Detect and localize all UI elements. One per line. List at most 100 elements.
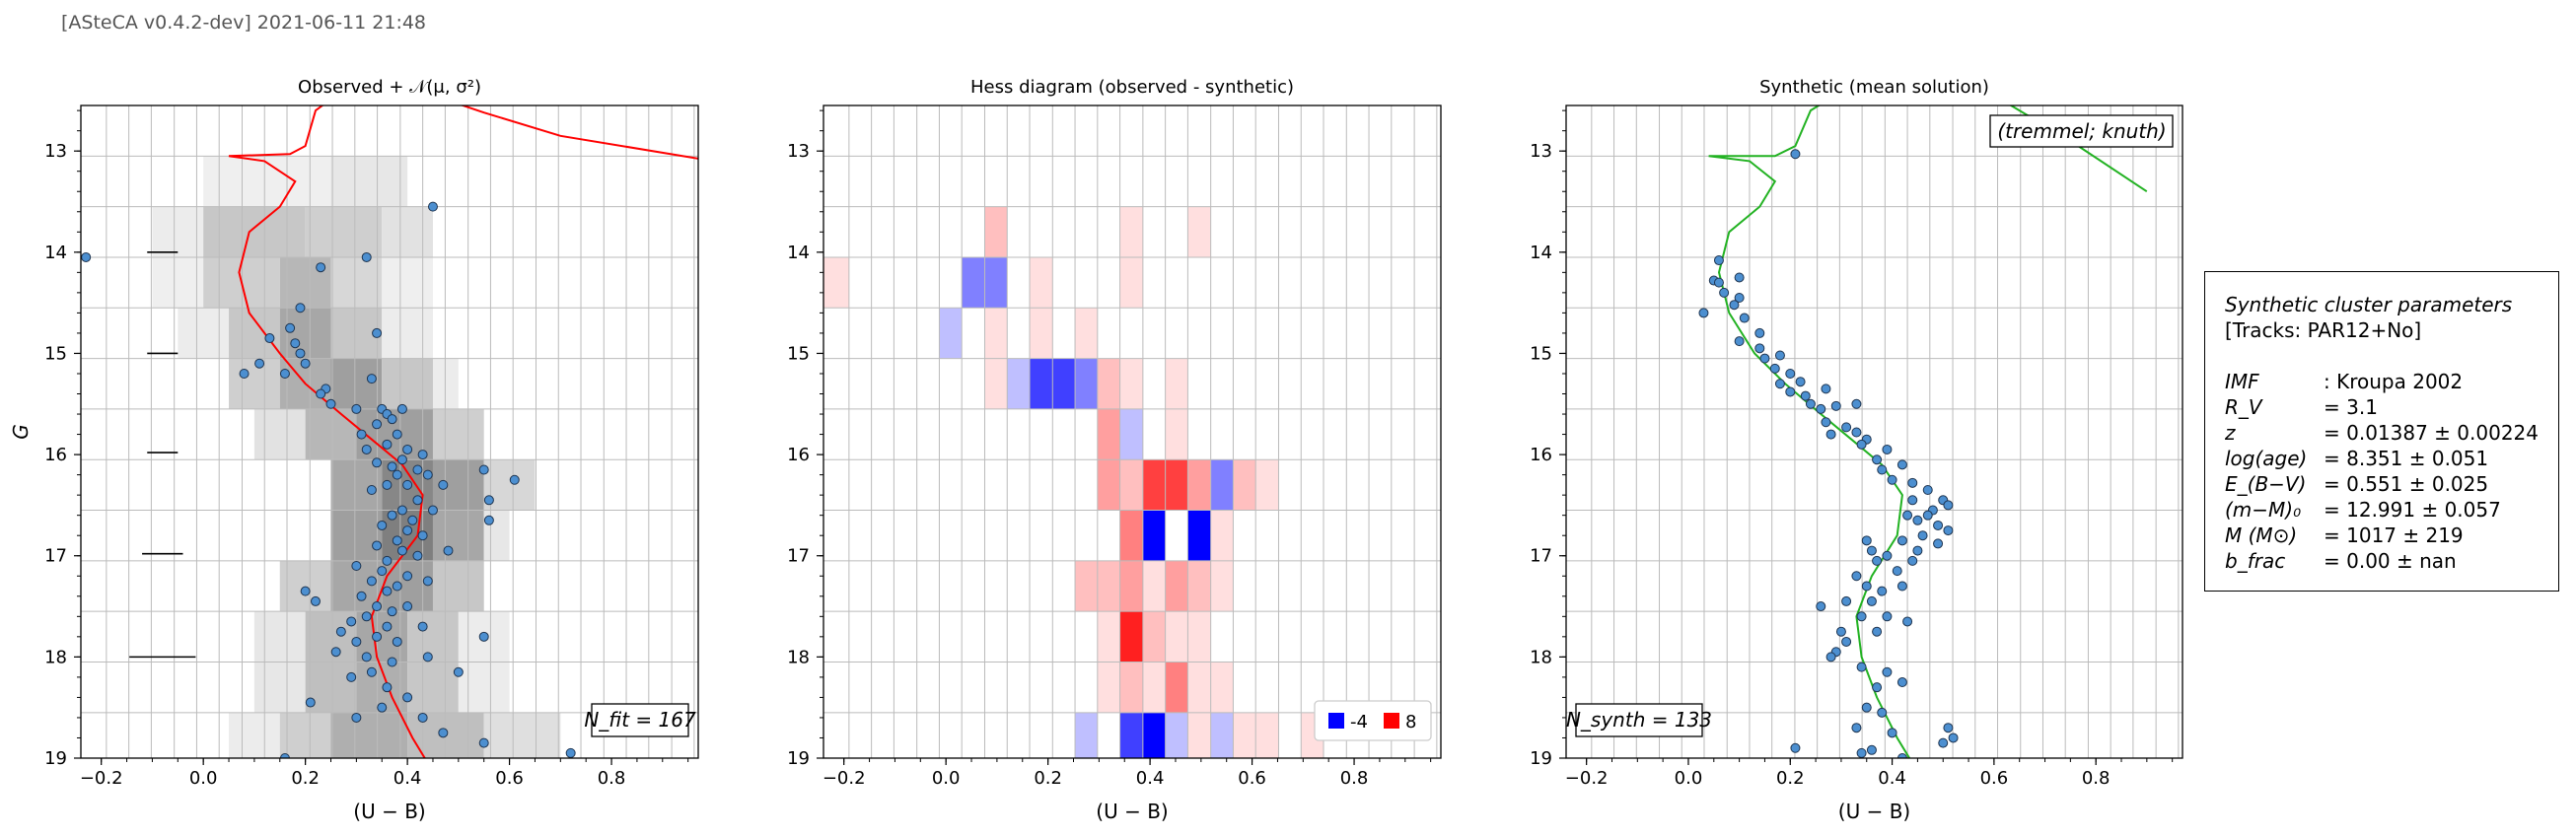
star-point — [1872, 454, 1883, 465]
panel-synthetic: −0.2 0.0 0.2 0.4 0.6 0.8 13 14 15 16 17 18 19 Synthet… — [1530, 77, 2183, 823]
star-point — [412, 464, 423, 475]
hess-cell — [1187, 662, 1211, 713]
y-tick-label: 15 — [44, 343, 67, 364]
isochrone-line — [228, 105, 698, 758]
star-point — [417, 450, 428, 460]
star-point — [1948, 732, 1959, 743]
hess-cell — [1097, 662, 1120, 713]
star-point — [427, 201, 438, 212]
hess-cell — [1075, 308, 1098, 359]
star-point — [382, 586, 393, 596]
density-cell — [178, 308, 230, 359]
parameter-key: log(age) — [2225, 447, 2308, 470]
hess-cell — [1187, 560, 1211, 612]
x-axis-label: (U − B) — [1096, 800, 1168, 823]
star-point — [361, 444, 372, 454]
hess-cell — [1030, 256, 1053, 309]
star-point — [1896, 581, 1907, 592]
star-point — [1821, 417, 1831, 428]
star-point — [387, 606, 397, 617]
hess-cell — [1097, 611, 1120, 663]
x-tick-label: 0.6 — [1980, 768, 2009, 789]
star-point — [402, 571, 413, 582]
parameters-box: Synthetic cluster parameters [Tracks: PA… — [2204, 271, 2559, 592]
star-point — [351, 560, 362, 571]
parameter-key: E_(B−V) — [2225, 472, 2307, 496]
axes-frame — [1565, 105, 2183, 759]
hess-cell — [1187, 459, 1211, 511]
hess-cell — [1165, 510, 1188, 561]
star-point — [1754, 343, 1765, 354]
star-point — [1825, 429, 1836, 440]
star-point — [316, 388, 326, 399]
star-point — [392, 636, 402, 647]
hess-cell — [1165, 712, 1188, 758]
legend-label: -4 — [1350, 712, 1368, 732]
star-point — [1882, 444, 1893, 454]
star-point — [335, 626, 346, 637]
hess-cell — [984, 308, 1008, 359]
x-tick-label: 0.4 — [394, 768, 422, 789]
star-point — [1734, 293, 1745, 304]
star-point — [1912, 515, 1923, 525]
y-tick-label: 17 — [44, 546, 67, 567]
x-tick-label: 0.2 — [1776, 768, 1805, 789]
hess-cell — [1030, 308, 1053, 359]
star-point — [372, 631, 383, 642]
star-point — [1851, 427, 1862, 438]
axes-frame — [823, 105, 1442, 759]
density-cell — [330, 358, 383, 409]
hess-cell — [1165, 662, 1188, 713]
star-point — [1902, 616, 1913, 627]
count-box — [1575, 703, 1703, 737]
density-cell — [432, 358, 459, 409]
density-cell — [152, 256, 204, 309]
star-point — [1759, 353, 1770, 364]
plot-area — [81, 105, 698, 758]
star-point — [382, 555, 393, 566]
star-point — [1830, 400, 1841, 411]
star-point — [407, 515, 418, 525]
hess-cell — [1142, 560, 1166, 612]
hess-cell — [1187, 510, 1211, 561]
star-point — [382, 479, 393, 490]
hess-cell — [1165, 560, 1188, 612]
star-point — [1877, 586, 1888, 596]
y-tick-label: 19 — [44, 748, 67, 769]
star-point — [372, 419, 383, 430]
star-point — [427, 505, 438, 516]
hess-cell — [1210, 662, 1234, 713]
hess-cell — [1165, 408, 1188, 460]
star-point — [1877, 464, 1888, 475]
star-point — [366, 374, 377, 384]
hess-cell — [1119, 662, 1143, 713]
star-point — [387, 510, 397, 521]
density-cell — [253, 408, 306, 460]
density-cell — [407, 611, 459, 663]
density-cell — [229, 712, 280, 758]
x-tick-label: 0.4 — [1878, 768, 1906, 789]
star-point — [1866, 545, 1877, 556]
plot-area — [823, 105, 1441, 758]
star-point — [1861, 702, 1872, 713]
panel-observed: −0.2 0.0 0.2 0.4 0.6 0.8 13 14 15 16 17 18 19 Observe… — [9, 77, 699, 823]
hess-cell — [1142, 459, 1166, 511]
hess-cell — [1119, 206, 1143, 257]
star-point — [392, 429, 402, 440]
density-cell — [382, 206, 433, 257]
y-tick-label: 18 — [787, 647, 810, 667]
y-axis-label: G — [9, 424, 33, 440]
y-tick-label: 18 — [1530, 647, 1552, 667]
parameters-subtitle: [Tracks: PAR12+No] — [2225, 318, 2422, 342]
star-point — [1785, 386, 1796, 397]
star-point — [372, 457, 383, 468]
hess-cell — [1119, 560, 1143, 612]
star-point — [565, 747, 576, 758]
star-point — [1841, 422, 1852, 433]
star-point — [361, 652, 372, 663]
density-cell — [382, 308, 433, 359]
density-cell — [330, 510, 383, 561]
y-tick-label: 17 — [787, 546, 810, 567]
density-cell — [229, 358, 280, 409]
star-point — [438, 479, 449, 490]
